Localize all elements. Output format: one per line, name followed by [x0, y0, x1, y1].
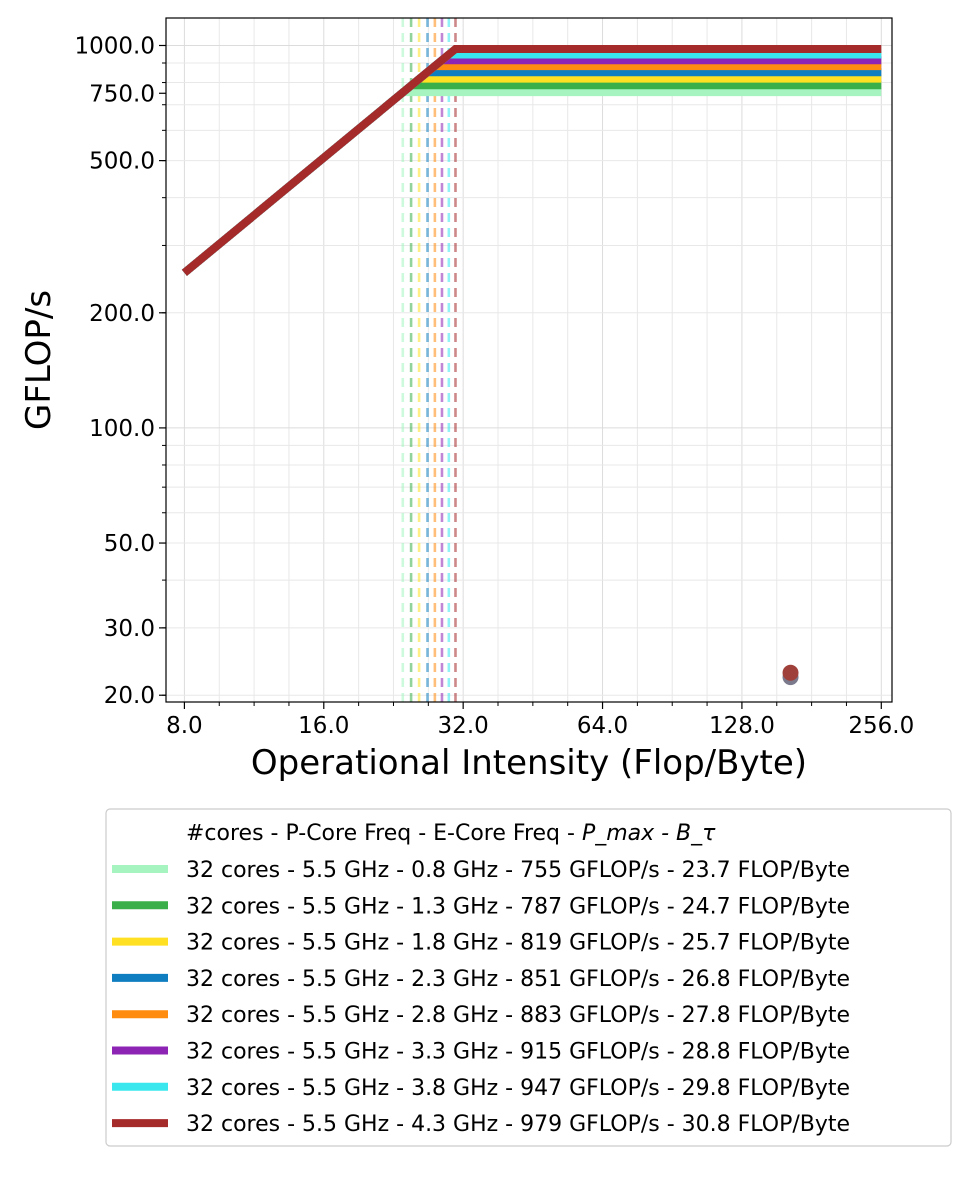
y-tick-label: 20.0: [104, 683, 155, 709]
grid: [166, 18, 892, 702]
x-tick-label: 16.0: [298, 713, 349, 739]
kernel-points: [782, 664, 799, 686]
y-axis-title: GFLOP/s: [19, 290, 59, 430]
y-tick-label: 30.0: [104, 616, 155, 642]
y-tick-label: 100.0: [89, 416, 155, 442]
y-tick-label: 1000.0: [75, 33, 155, 59]
y-tick-label: 50.0: [104, 531, 155, 557]
legend-label-4: 32 cores - 5.5 GHz - 2.3 GHz - 851 GFLOP…: [186, 967, 850, 992]
x-tick-label: 128.0: [709, 713, 775, 739]
x-tick-label: 8.0: [166, 713, 203, 739]
kernel-point-2: [782, 664, 799, 681]
legend-header-math: P_max - B_τ: [582, 821, 716, 846]
legend-label-7: 32 cores - 5.5 GHz - 3.8 GHz - 947 GFLOP…: [186, 1076, 850, 1101]
series-line-8: [181, 45, 882, 276]
axis-ticks: 8.0 16.0 32.0 64.0 128.0 256.0 20.0 30.0 50.0 100…: [75, 33, 915, 739]
legend: #cores - P-Core Freq - E-Core Freq - P_m…: [105, 808, 952, 1147]
ridge-lines: [401, 18, 457, 702]
legend-box: [105, 808, 952, 1147]
legend-header: #cores - P-Core Freq - E-Core Freq - P_m…: [186, 821, 716, 846]
legend-label-8: 32 cores - 5.5 GHz - 4.3 GHz - 979 GFLOP…: [186, 1112, 850, 1137]
legend-items: 32 cores - 5.5 GHz - 0.8 GHz - 755 GFLOP…: [112, 858, 850, 1137]
y-tick-label: 750.0: [89, 81, 155, 107]
plot-frame: [165, 17, 893, 703]
legend-label-6: 32 cores - 5.5 GHz - 3.3 GHz - 915 GFLOP…: [186, 1040, 850, 1065]
legend-header-text: #cores - P-Core Freq - E-Core Freq -: [186, 821, 582, 846]
x-tick-label: 64.0: [577, 713, 628, 739]
legend-label-1: 32 cores - 5.5 GHz - 0.8 GHz - 755 GFLOP…: [186, 858, 850, 883]
y-tick-label: 200.0: [89, 301, 155, 327]
legend-label-5: 32 cores - 5.5 GHz - 2.8 GHz - 883 GFLOP…: [186, 1003, 850, 1028]
legend-label-2: 32 cores - 5.5 GHz - 1.3 GHz - 787 GFLOP…: [186, 894, 850, 919]
y-tick-label: 500.0: [89, 149, 155, 175]
x-tick-label: 32.0: [438, 713, 489, 739]
legend-label-3: 32 cores - 5.5 GHz - 1.8 GHz - 819 GFLOP…: [186, 931, 850, 956]
x-tick-label: 256.0: [848, 713, 914, 739]
roofline-series: [181, 45, 882, 276]
x-axis-title: Operational Intensity (Flop/Byte): [251, 743, 807, 783]
